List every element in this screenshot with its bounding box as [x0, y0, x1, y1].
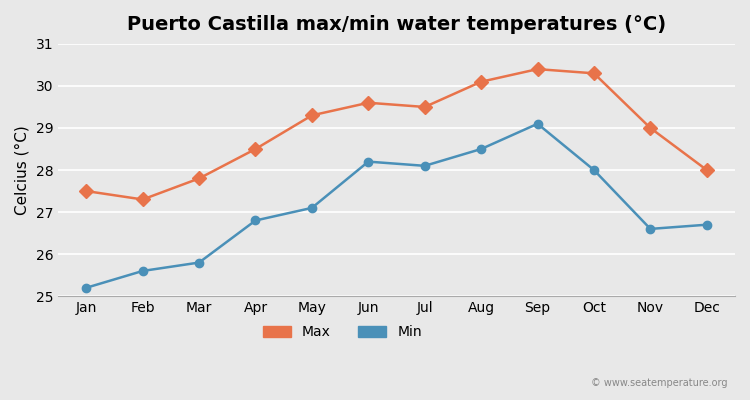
Y-axis label: Celcius (°C): Celcius (°C) [15, 125, 30, 215]
Line: Min: Min [82, 120, 711, 292]
Max [138, 197, 147, 202]
Max [82, 189, 91, 194]
Min [82, 285, 91, 290]
Max [308, 113, 316, 118]
Max [420, 104, 429, 109]
Max [477, 79, 486, 84]
Min [364, 159, 373, 164]
Max [590, 71, 598, 76]
Min [308, 206, 316, 210]
Min [477, 147, 486, 152]
Min [194, 260, 203, 265]
Line: Max: Max [82, 64, 712, 204]
Min [590, 168, 598, 172]
Max [646, 126, 655, 130]
Max [251, 147, 260, 152]
Text: © www.seatemperature.org: © www.seatemperature.org [591, 378, 728, 388]
Min [420, 164, 429, 168]
Min [533, 121, 542, 126]
Max [364, 100, 373, 105]
Legend: Max, Min: Max, Min [257, 320, 427, 345]
Max [533, 67, 542, 72]
Min [251, 218, 260, 223]
Title: Puerto Castilla max/min water temperatures (°C): Puerto Castilla max/min water temperatur… [127, 15, 666, 34]
Min [702, 222, 711, 227]
Max [194, 176, 203, 181]
Min [646, 226, 655, 231]
Max [702, 168, 711, 172]
Min [138, 268, 147, 273]
